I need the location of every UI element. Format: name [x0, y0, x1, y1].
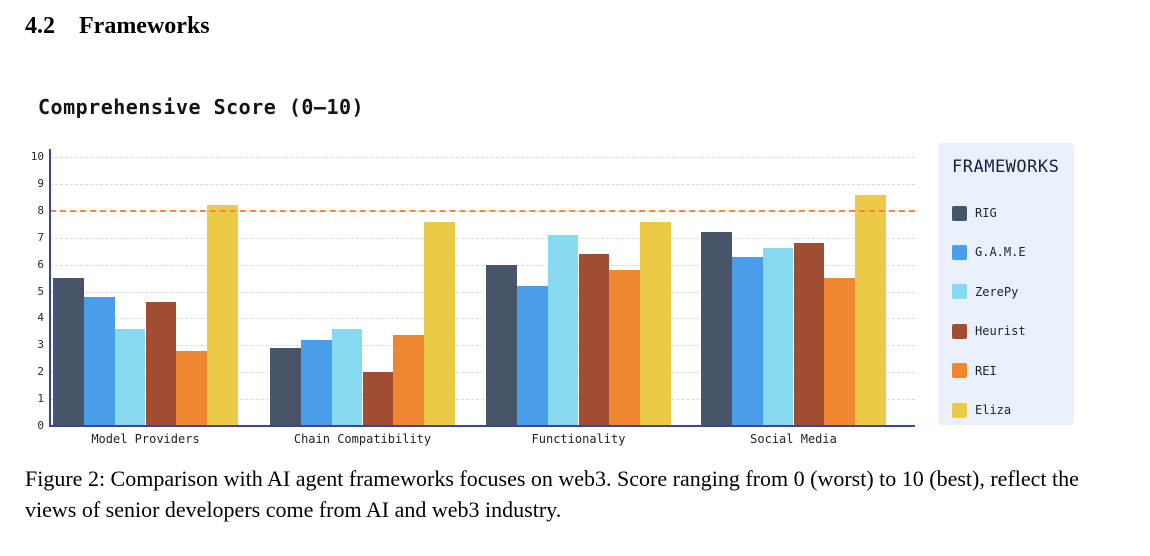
bar-rig-model-providers	[53, 278, 84, 426]
bar-eliza-functionality	[640, 221, 671, 426]
bar-zerepy-model-providers	[114, 329, 146, 426]
bar-rig-functionality	[486, 264, 517, 426]
legend-item-zerepy: ZerePy	[952, 284, 1018, 300]
gridline-y-6	[50, 264, 915, 266]
gridline-y-5	[50, 291, 915, 293]
bar-rig-social-media	[701, 232, 732, 426]
legend-item-game: G.A.M.E	[952, 244, 1026, 260]
y-tick-label: 3	[37, 338, 44, 352]
bar-zerepy-functionality	[547, 235, 579, 426]
gridline-y-9	[50, 183, 915, 185]
y-tick-label: 0	[37, 419, 44, 432]
legend-label: REI	[975, 363, 997, 378]
bar-eliza-model-providers	[207, 205, 238, 426]
bar-rei-model-providers	[176, 350, 208, 426]
bar-heurist-functionality	[578, 253, 610, 426]
legend-swatch-zerepy	[952, 284, 967, 300]
chart-title: Comprehensive Score (0–10)	[38, 95, 365, 119]
legend-swatch-rei	[952, 363, 967, 379]
bar-heurist-model-providers	[145, 302, 177, 426]
bar-heurist-chain-compatibility	[362, 372, 394, 426]
y-tick-label: 2	[37, 365, 44, 379]
legend-item-heurist: Heurist	[952, 323, 1026, 339]
x-category-label: Model Providers	[91, 432, 200, 446]
gridline-y-3	[50, 345, 915, 347]
bar-rei-chain-compatibility	[393, 334, 425, 426]
legend-label: Heurist	[975, 324, 1026, 339]
bar-rei-functionality	[609, 269, 641, 426]
y-tick-label: 1	[37, 392, 44, 406]
gridline-y-7	[50, 237, 915, 239]
gridline-y-4	[50, 318, 915, 320]
bar-game-social-media	[731, 256, 763, 426]
plot-area: 0 1 2 3 4 5 6 7 8 9 10 Model Providers Chain Compati…	[31, 149, 915, 446]
y-tick-label: 8	[37, 203, 44, 217]
bar-zerepy-social-media	[762, 248, 794, 426]
legend-title: FRAMEWORKS	[952, 157, 1060, 177]
x-category-label: Social Media	[750, 432, 837, 446]
legend-swatch-heurist	[952, 323, 967, 339]
bar-eliza-chain-compatibility	[424, 221, 455, 426]
bar-game-model-providers	[83, 296, 115, 426]
gridline-y-1	[50, 399, 915, 401]
legend-label: ZerePy	[975, 284, 1019, 299]
section-title: Frameworks	[79, 13, 210, 39]
bar-game-functionality	[516, 286, 548, 426]
y-tick-label: 7	[37, 230, 44, 244]
reference-line	[50, 209, 915, 212]
legend-label: RIG	[975, 206, 997, 220]
legend-item-rig: RIG	[952, 205, 997, 221]
legend-swatch-rig	[952, 205, 967, 221]
bar-game-chain-compatibility	[300, 339, 332, 426]
legend-label: G.A.M.E	[975, 245, 1026, 260]
x-category-label: Functionality	[531, 432, 626, 446]
x-axis-line	[49, 425, 915, 427]
y-axis-line	[49, 149, 51, 427]
x-category-label: Chain Compatibility	[293, 432, 432, 446]
gridline-y-2	[50, 372, 915, 374]
bar-rig-chain-compatibility	[270, 348, 301, 426]
legend-label: Eliza	[975, 403, 1012, 417]
bar-heurist-social-media	[793, 243, 825, 426]
legend-box: FRAMEWORKS RIG G.A.M.E ZerePy Heurist REI Eli…	[938, 143, 1074, 425]
y-tick-label: 6	[37, 257, 44, 271]
legend-item-rei: REI	[952, 363, 997, 379]
figure-caption: Figure 2: Comparison with AI agent frame…	[25, 466, 1079, 522]
legend-swatch-game	[952, 244, 967, 260]
section-heading: 4.2 Frameworks	[25, 13, 210, 40]
bar-zerepy-chain-compatibility	[331, 329, 363, 426]
gridline-y-10	[50, 157, 915, 158]
y-tick-label: 5	[37, 284, 44, 298]
y-tick-label: 9	[37, 176, 44, 190]
bar-rei-social-media	[824, 278, 856, 426]
legend-item-eliza: Eliza	[952, 402, 1011, 418]
y-tick-label: 4	[37, 311, 44, 325]
section-number: 4.2	[25, 13, 55, 39]
legend-swatch-eliza	[952, 402, 967, 418]
bar-eliza-social-media	[855, 194, 886, 426]
y-tick-label: 10	[30, 150, 44, 163]
